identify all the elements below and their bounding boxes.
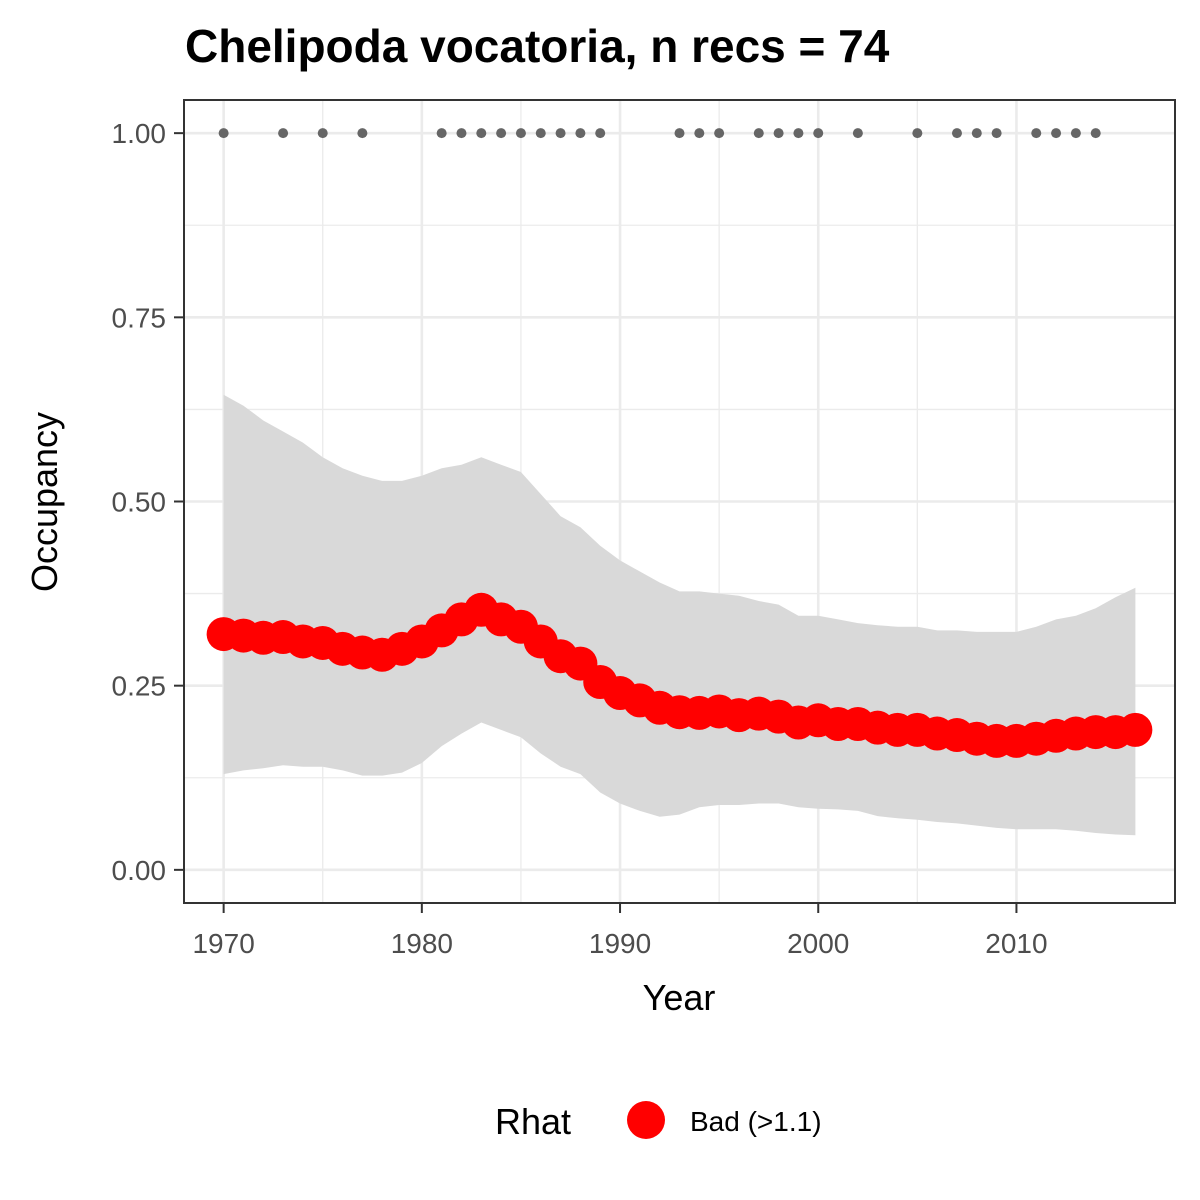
y-tick-label: 0.00 — [112, 855, 167, 886]
record-point — [436, 128, 447, 139]
record-point — [1070, 128, 1081, 139]
x-tick-label: 1990 — [589, 928, 651, 959]
record-point — [1051, 128, 1062, 139]
record-point — [912, 128, 923, 139]
legend-label-bad: Bad (>1.1) — [690, 1106, 822, 1137]
y-tick-label: 1.00 — [112, 118, 167, 149]
record-point — [218, 128, 229, 139]
legend-key-bad — [627, 1101, 665, 1139]
record-point — [555, 128, 566, 139]
legend-title: Rhat — [495, 1101, 571, 1142]
record-point — [575, 128, 586, 139]
record-point — [476, 128, 487, 139]
occupancy-points — [206, 592, 1153, 758]
record-point — [971, 128, 982, 139]
x-tick-label: 2000 — [787, 928, 849, 959]
record-point — [317, 128, 328, 139]
x-axis: 1970 1980 1990 2000 2010 — [192, 903, 1048, 959]
record-point — [1031, 128, 1042, 139]
record-point — [456, 128, 467, 139]
record-point — [595, 128, 606, 139]
record-points — [218, 128, 1101, 139]
record-point — [773, 128, 784, 139]
y-axis: 0.00 0.25 0.50 0.75 1.00 — [112, 118, 184, 886]
chart-title: Chelipoda vocatoria, n recs = 74 — [185, 20, 890, 72]
y-tick-label: 0.75 — [112, 302, 167, 333]
record-point — [714, 128, 725, 139]
plot-panel — [183, 99, 1176, 904]
record-point — [496, 128, 507, 139]
record-point — [357, 128, 368, 139]
record-point — [753, 128, 764, 139]
record-point — [991, 128, 1002, 139]
record-point — [535, 128, 546, 139]
record-point — [813, 128, 824, 139]
record-point — [278, 128, 289, 139]
record-point — [1090, 128, 1101, 139]
record-point — [694, 128, 705, 139]
x-tick-label: 2010 — [985, 928, 1047, 959]
legend: Rhat Bad (>1.1) — [495, 1101, 822, 1142]
x-tick-label: 1980 — [391, 928, 453, 959]
x-axis-title: Year — [643, 977, 716, 1018]
record-point — [852, 128, 863, 139]
occupancy-point — [1118, 712, 1153, 747]
y-tick-label: 0.50 — [112, 487, 167, 518]
record-point — [951, 128, 962, 139]
record-point — [793, 128, 804, 139]
record-point — [674, 128, 685, 139]
y-tick-label: 0.25 — [112, 671, 167, 702]
y-axis-title: Occupancy — [24, 412, 65, 592]
record-point — [515, 128, 526, 139]
x-tick-label: 1970 — [192, 928, 254, 959]
